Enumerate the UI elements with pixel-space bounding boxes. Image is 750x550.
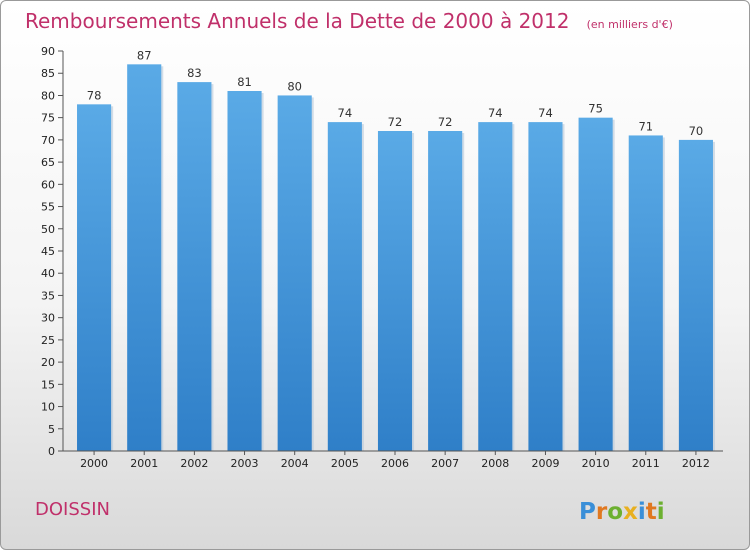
bar-2000 bbox=[77, 104, 112, 451]
bar-2012 bbox=[678, 139, 713, 451]
y-tick-label: 35 bbox=[41, 289, 55, 302]
bar-2011 bbox=[628, 135, 663, 451]
y-tick-label: 75 bbox=[41, 112, 55, 125]
y-tick-label: 80 bbox=[41, 89, 55, 102]
x-tick-label: 2006 bbox=[381, 457, 409, 470]
logo-letter: t bbox=[646, 499, 657, 525]
y-tick-label: 0 bbox=[48, 445, 55, 458]
x-tick-label: 2003 bbox=[231, 457, 259, 470]
bar-2004 bbox=[277, 95, 312, 451]
bars: 78 87 83 81 80 74 72 72 74 74 75 71 70 bbox=[77, 48, 715, 452]
bar-2008 bbox=[478, 122, 513, 451]
y-tick-label: 55 bbox=[41, 201, 55, 214]
bar-2010 bbox=[578, 117, 613, 452]
logo-letter: P bbox=[579, 499, 596, 525]
y-tick-label: 90 bbox=[41, 45, 55, 58]
y-tick-label: 45 bbox=[41, 245, 55, 258]
bar-value-label: 75 bbox=[588, 102, 603, 116]
bar-value-label: 80 bbox=[287, 79, 302, 93]
y-tick-label: 65 bbox=[41, 156, 55, 169]
bar-value-label: 81 bbox=[237, 75, 252, 89]
y-tick-label: 85 bbox=[41, 67, 55, 80]
bar-value-label: 70 bbox=[689, 124, 704, 138]
x-tick-label: 2005 bbox=[331, 457, 359, 470]
y-tick-label: 70 bbox=[41, 134, 55, 147]
x-axis: 2000 2001 2002 2003 2004 2005 2006 2007 2008 2009… bbox=[63, 450, 723, 470]
bar-value-label: 72 bbox=[388, 115, 403, 129]
bar-2007 bbox=[428, 131, 463, 451]
x-tick-label: 2000 bbox=[80, 457, 108, 470]
y-tick-label: 25 bbox=[41, 334, 55, 347]
chart-title: Remboursements Annuels de la Dette de 20… bbox=[25, 9, 673, 33]
bar-value-label: 74 bbox=[338, 106, 353, 120]
chart-title-unit: (en milliers d'€) bbox=[587, 18, 673, 31]
bar-value-label: 74 bbox=[538, 106, 553, 120]
y-tick-label: 50 bbox=[41, 223, 55, 236]
x-tick-label: 2011 bbox=[632, 457, 660, 470]
bar-2009 bbox=[528, 122, 563, 451]
bar-2003 bbox=[227, 91, 262, 451]
y-tick-label: 15 bbox=[41, 378, 55, 391]
x-tick-label: 2001 bbox=[130, 457, 158, 470]
y-tick-label: 60 bbox=[41, 178, 55, 191]
bar-2001 bbox=[127, 64, 162, 452]
x-tick-label: 2008 bbox=[481, 457, 509, 470]
bar-value-label: 74 bbox=[488, 106, 503, 120]
y-tick-label: 40 bbox=[41, 267, 55, 280]
y-axis: 0 5 10 15 20 25 30 35 40 45 50 55 60 65 70 75 80 85 90 bbox=[41, 45, 64, 458]
proxiti-logo: Proxiti bbox=[579, 499, 665, 525]
y-tick-label: 30 bbox=[41, 312, 55, 325]
bar-value-label: 78 bbox=[87, 88, 102, 102]
bar-value-label: 71 bbox=[638, 119, 653, 133]
logo-letter: o bbox=[607, 499, 623, 525]
logo-letter: i bbox=[638, 499, 646, 525]
y-tick-label: 10 bbox=[41, 401, 55, 414]
x-tick-label: 2004 bbox=[281, 457, 309, 470]
x-tick-label: 2002 bbox=[180, 457, 208, 470]
y-tick-label: 5 bbox=[48, 423, 55, 436]
x-tick-label: 2012 bbox=[682, 457, 710, 470]
logo-letter: x bbox=[623, 499, 638, 525]
bar-2002 bbox=[177, 82, 212, 451]
y-tick-label: 20 bbox=[41, 356, 55, 369]
place-name: DOISSIN bbox=[35, 499, 110, 520]
logo-letter: r bbox=[596, 499, 608, 525]
x-tick-label: 2009 bbox=[531, 457, 559, 470]
logo-letter: i bbox=[657, 499, 665, 525]
chart-title-main: Remboursements Annuels de la Dette de 20… bbox=[25, 9, 569, 33]
x-tick-label: 2007 bbox=[431, 457, 459, 470]
bar-2005 bbox=[327, 122, 362, 451]
bar-value-label: 72 bbox=[438, 115, 453, 129]
x-tick-label: 2010 bbox=[582, 457, 610, 470]
bar-value-label: 83 bbox=[187, 66, 202, 80]
bar-value-label: 87 bbox=[137, 48, 152, 62]
bar-2006 bbox=[377, 131, 413, 451]
